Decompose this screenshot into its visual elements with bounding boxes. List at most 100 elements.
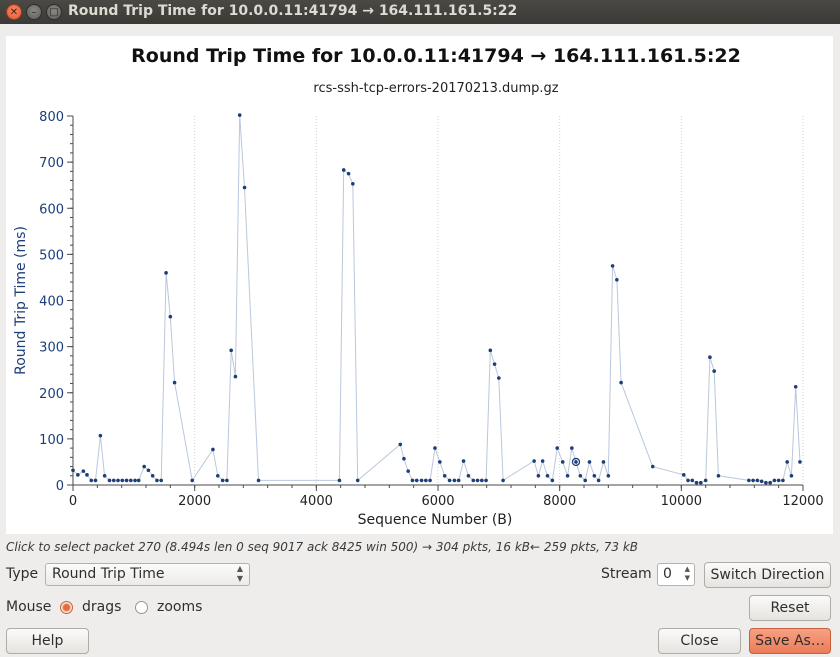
data-point [398,442,403,447]
x-tick-label: 12000 [782,494,823,509]
x-axis-label: Sequence Number (B) [358,512,513,528]
data-point [480,478,484,483]
drags-radio[interactable] [60,601,73,614]
data-point [610,264,615,268]
y-tick-label: 0 [56,479,64,494]
data-point [124,478,129,483]
data-point [256,478,261,483]
data-point [755,478,760,483]
status-text: Click to select packet 270 (8.494s len 0… [6,540,639,554]
data-point [98,433,103,438]
minimize-icon: – [31,7,37,18]
data-point [764,480,768,485]
data-point [242,185,247,190]
plot-area[interactable]: Round Trip Time for 10.0.0.11:41794 → 16… [6,36,833,534]
data-point [452,478,457,483]
data-point [102,473,107,478]
x-tick-label: 6000 [421,494,454,509]
data-point [142,464,146,469]
data-point [215,473,220,478]
type-label: Type [6,566,39,582]
stream-spinbox-value: 0 [663,566,672,582]
data-point [681,473,686,477]
data-point [536,473,541,478]
data-point [85,473,89,477]
data-point [93,478,98,483]
data-point [606,473,611,478]
y-tick-label: 200 [39,387,64,402]
data-point [768,480,772,485]
data-point [337,478,342,483]
data-point [128,478,133,483]
reset-button[interactable]: Reset [749,595,831,621]
data-point [570,446,574,450]
data-point [699,480,703,485]
window-minimize-button[interactable]: – [26,4,42,20]
help-button[interactable]: Help [6,628,89,654]
close-icon: ✕ [9,7,19,18]
data-point [442,473,447,478]
data-point [155,478,159,483]
spin-arrows-icon[interactable]: ▲ ▼ [684,565,690,582]
x-tick-label: 2000 [178,494,211,509]
data-point [560,460,565,464]
data-point [116,478,120,483]
x-tick-label: 4000 [300,494,333,509]
switch-direction-button[interactable]: Switch Direction [704,562,831,588]
data-point [447,478,452,483]
data-point [615,277,619,282]
window-title: Round Trip Time for 10.0.0.11:41794 → 16… [68,3,518,19]
data-point [402,456,406,461]
data-point [351,182,355,186]
data-point [341,168,346,172]
zooms-radio-label[interactable]: zooms [157,599,203,615]
data-point [419,478,424,483]
data-point [484,478,488,483]
data-point [471,478,476,483]
window-close-button[interactable]: ✕ [6,4,22,20]
data-point [475,478,480,483]
data-point [428,478,432,483]
close-button[interactable]: Close [658,628,741,654]
selected-point-marker [571,457,581,467]
save-as-button[interactable]: Save As… [749,628,831,654]
data-point [71,468,75,473]
data-point [532,459,536,463]
data-point [583,478,588,483]
type-select[interactable]: Round Trip Time ▲ ▼ [45,563,250,586]
data-point [229,348,233,353]
data-point [461,459,466,463]
x-tick-label: 0 [69,494,77,509]
drags-radio-label[interactable]: drags [82,599,122,615]
data-point [619,380,623,385]
data-point [168,314,173,319]
data-point [708,355,712,360]
data-point [466,473,471,478]
data-point [751,478,755,483]
window-maximize-button[interactable]: □ [46,4,62,20]
data-point [540,459,545,463]
data-point [776,478,781,483]
data-point [225,478,229,483]
data-point [492,362,497,366]
data-point [789,473,794,478]
stream-label: Stream [601,566,652,582]
stream-spinbox[interactable]: 0 ▲ ▼ [657,563,695,586]
rtt-chart[interactable]: Round Trip Time for 10.0.0.11:41794 → 16… [6,36,833,534]
type-select-value: Round Trip Time [52,566,165,582]
data-point [686,478,690,483]
data-point [716,473,721,478]
data-point [596,478,601,483]
data-point [107,478,112,483]
data-point [150,473,155,478]
data-point [497,376,501,380]
updown-chevron-icon: ▲ ▼ [236,564,243,583]
x-tick-label: 10000 [661,494,702,509]
data-point [555,446,560,450]
x-tick-label: 8000 [543,494,576,509]
zooms-radio[interactable] [135,601,148,614]
y-tick-label: 300 [39,341,64,356]
data-point [136,478,141,483]
data-point [424,478,428,483]
data-point [759,479,764,484]
